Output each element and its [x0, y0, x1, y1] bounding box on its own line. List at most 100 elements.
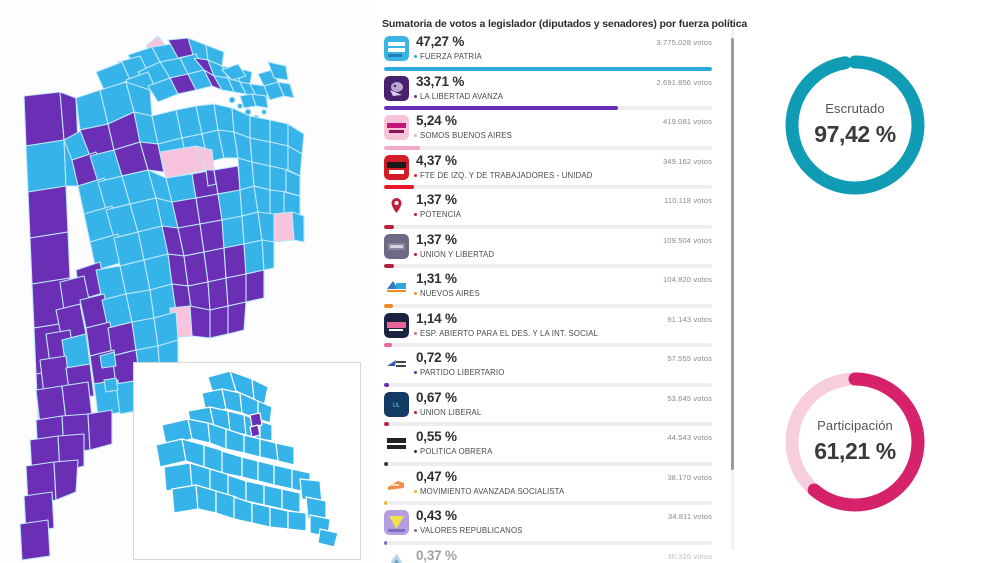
party-bar-fill	[384, 264, 394, 268]
party-vote-count: 3.775.028 votos	[656, 38, 712, 47]
party-row-inner: 4,37 % FTE DE IZQ. Y DE TRABAJADORES - UN…	[378, 152, 730, 185]
party-bar-fill	[384, 185, 415, 189]
party-color-bullet-icon	[414, 292, 417, 295]
party-vote-count: 38.170 votos	[667, 472, 712, 482]
party-logo-icon	[384, 115, 409, 140]
participacion-gauge: Participación 61,21 %	[775, 362, 935, 522]
party-color-bullet-icon	[414, 489, 417, 493]
party-bar-fill	[384, 501, 388, 505]
party-row[interactable]: 1,31 % NUEVOS AIRES 104.820 votos	[378, 270, 730, 310]
party-row[interactable]: 4,37 % FTE DE IZQ. Y DE TRABAJADORES - UN…	[378, 152, 730, 192]
party-row[interactable]: 1,14 % ESP. ABIERTO PARA EL DES. Y LA INT…	[378, 310, 730, 350]
amba-inset-map[interactable]	[133, 362, 361, 560]
party-bar-track	[384, 185, 712, 189]
party-color-bullet-icon	[414, 252, 417, 256]
party-percentage: 1,37 %	[416, 231, 457, 247]
party-row-inner: 33,71 % LA LIBERTAD AVANZA 2.691.856 votos	[378, 73, 730, 106]
party-name: SOMOS BUENOS AIRES	[420, 131, 512, 140]
party-row-inner: 0,43 % VALORES REPUBLICANOS 34.811 votos	[378, 507, 730, 540]
party-color-bullet-icon	[414, 410, 417, 414]
party-vote-count: 57.555 votos	[667, 354, 712, 363]
participacion-label: Participación	[817, 418, 893, 433]
party-row[interactable]: 0,72 % PARTIDO LIBERTARIO 57.555 votos	[378, 349, 730, 389]
party-bar-fill	[384, 343, 392, 347]
party-row[interactable]: 0,55 % POLITICA OBRERA 44.543 votos	[378, 428, 730, 468]
party-bar-track	[384, 106, 712, 110]
party-bar-track	[384, 264, 712, 268]
party-bar-track	[384, 422, 712, 426]
party-vote-count: 2.691.856 votos	[656, 77, 712, 87]
party-vote-count: 34.811 votos	[667, 512, 712, 521]
party-row[interactable]: UL 0,67 % UNION LIBERAL 53.645 votos	[378, 389, 730, 429]
party-logo-icon	[384, 36, 409, 61]
page-title: Sumatoria de votos a legislador (diputad…	[382, 18, 748, 30]
party-logo-icon	[384, 154, 409, 180]
party-row-inner: 1,37 % POTENCIA 110.118 votos	[378, 191, 730, 224]
party-vote-count: 44.543 votos	[667, 433, 712, 442]
party-row-inner: 0,55 % POLITICA OBRERA 44.543 votos	[378, 428, 730, 461]
party-bar-fill	[384, 66, 712, 71]
party-row[interactable]: 1,37 % POTENCIA 110.118 votos	[378, 191, 730, 231]
results-list-panel[interactable]: Sumatoria de votos a legislador (diputad…	[378, 0, 748, 563]
party-name: ESP. ABIERTO PARA EL DES. Y LA INT. SOCI…	[420, 328, 599, 338]
party-vote-count: 53.645 votos	[667, 393, 712, 403]
escrutado-value: 97,42 %	[814, 121, 896, 147]
party-color-bullet-icon	[414, 331, 417, 335]
party-bar-track	[384, 224, 712, 229]
party-bar-track	[384, 66, 712, 71]
party-percentage: 1,14 %	[416, 310, 457, 326]
party-logo-icon	[384, 510, 409, 535]
party-logo-icon	[384, 431, 409, 456]
party-bar-track	[384, 501, 712, 505]
party-row[interactable]: 33,71 % LA LIBERTAD AVANZA 2.691.856 votos	[378, 73, 730, 113]
buenos-aires-province-map[interactable]	[0, 0, 372, 563]
party-percentage: 5,24 %	[416, 113, 457, 128]
party-percentage: 0,67 %	[416, 389, 457, 405]
party-bar-fill	[384, 461, 388, 466]
party-color-bullet-icon	[414, 94, 417, 98]
party-logo-icon	[384, 470, 409, 496]
party-name: NUEVOS AIRES	[420, 289, 480, 298]
party-logo-icon	[384, 312, 409, 338]
party-percentage: 0,55 %	[416, 429, 457, 444]
party-row[interactable]: 0,47 % MOVIMIENTO AVANZADA SOCIALISTA 38.1…	[378, 468, 730, 508]
party-bar-fill	[384, 422, 389, 426]
party-row-inner: 1,37 % UNION Y LIBERTAD 109.504 votos	[378, 231, 730, 264]
party-name: PARTIDO LIBERTARIO	[420, 368, 505, 377]
map-panel[interactable]	[0, 0, 372, 563]
party-vote-count: 104.820 votos	[662, 275, 712, 284]
party-row-inner: UL 0,67 % UNION LIBERAL 53.645 votos	[378, 389, 730, 422]
party-bar-track	[384, 343, 712, 347]
party-row-inner: 0,37 %FRENTE PATRIOTA FEDERAL30.326 voto…	[378, 547, 730, 563]
participacion-value: 61,21 %	[814, 438, 896, 464]
party-name: FUERZA PATRIA	[420, 52, 482, 61]
party-row[interactable]: 47,27 % FUERZA PATRIA 3.775.028 votos	[378, 33, 730, 73]
party-vote-count: 349.162 votos	[662, 156, 712, 166]
party-row[interactable]: 1,37 % UNION Y LIBERTAD 109.504 votos	[378, 231, 730, 271]
party-results-list[interactable]: 47,27 % FUERZA PATRIA 3.775.028 votos 33,71…	[378, 33, 730, 563]
list-scrollbar-thumb[interactable]	[731, 38, 734, 470]
party-name: MOVIMIENTO AVANZADA SOCIALISTA	[420, 486, 565, 496]
party-vote-count: 30.326 votos	[667, 551, 712, 561]
party-logo-icon	[384, 194, 409, 219]
party-name: UNION LIBERAL	[420, 407, 482, 417]
party-vote-count: 419.081 votos	[662, 117, 712, 126]
party-name: UNION Y LIBERTAD	[420, 249, 495, 259]
party-logo-icon	[384, 75, 409, 101]
party-bar-track	[384, 461, 712, 466]
party-row[interactable]: 0,37 %FRENTE PATRIOTA FEDERAL30.326 voto…	[378, 547, 730, 563]
party-bar-fill	[384, 106, 618, 110]
party-row[interactable]: 0,43 % VALORES REPUBLICANOS 34.811 votos	[378, 507, 730, 547]
party-row-inner: 0,72 % PARTIDO LIBERTARIO 57.555 votos	[378, 349, 730, 382]
party-color-bullet-icon	[414, 134, 417, 137]
party-color-bullet-icon	[414, 55, 417, 58]
party-vote-count: 110.118 votos	[664, 196, 712, 205]
party-color-bullet-icon	[414, 529, 417, 532]
party-color-bullet-icon	[414, 173, 417, 177]
party-name: FTE DE IZQ. Y DE TRABAJADORES - UNIDAD	[420, 170, 593, 180]
party-percentage: 0,37 %	[416, 547, 457, 563]
party-percentage: 47,27 %	[416, 34, 465, 49]
party-name: LA LIBERTAD AVANZA	[420, 91, 504, 101]
party-row[interactable]: 5,24 % SOMOS BUENOS AIRES 419.081 votos	[378, 112, 730, 152]
party-logo-icon: UL	[384, 391, 409, 417]
